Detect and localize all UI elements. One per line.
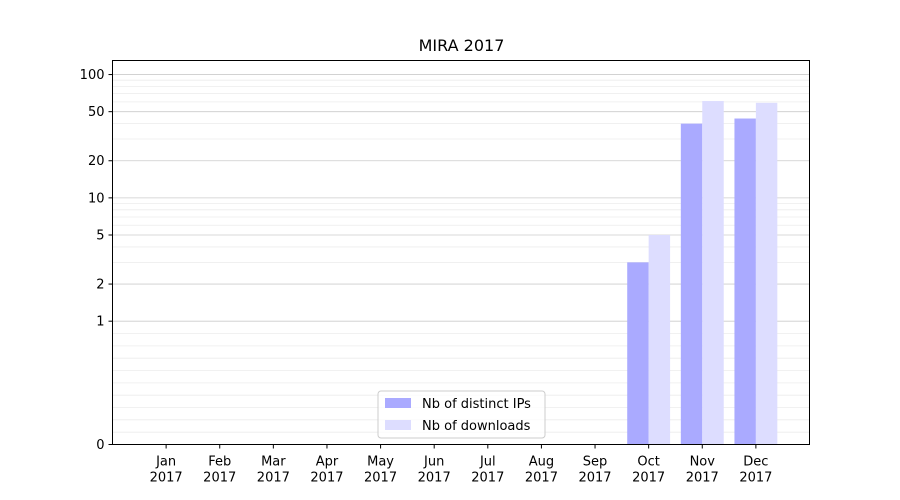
plot-frame: [112, 60, 810, 445]
legend-label-downloads: Nb of downloads: [422, 419, 531, 434]
legend-box: [377, 390, 546, 439]
legend-swatch-downloads: [385, 420, 411, 430]
bar-downloads: [702, 101, 724, 445]
bar-distinct-ips: [680, 123, 703, 445]
bar-distinct-ips: [734, 118, 756, 445]
legend-swatch-distinct-ips: [385, 398, 411, 408]
x-tick-label-year: 2017: [632, 471, 665, 486]
chart-title: MIRA 2017: [419, 36, 505, 55]
x-tick-label-year: 2017: [310, 471, 343, 486]
x-tick-label-month: Oct: [637, 455, 659, 470]
y-tick-label: 20: [88, 154, 105, 169]
y-tick-label: 1: [96, 315, 104, 330]
y-tick-label: 50: [88, 105, 105, 120]
x-tick-label-month: Feb: [208, 455, 231, 470]
x-tick-label-month: Dec: [743, 455, 768, 470]
bar-distinct-ips: [627, 262, 649, 445]
y-tick-label: 2: [96, 278, 104, 293]
x-tick-label-year: 2017: [471, 471, 504, 486]
y-axis: 0 1 2 5 10 20 50 100: [80, 68, 113, 453]
x-tick-label-year: 2017: [686, 471, 719, 486]
bars: [627, 101, 778, 445]
x-tick-label-month: Sep: [583, 455, 608, 470]
y-tick-label: 100: [80, 68, 105, 83]
y-tick-label: 0: [96, 438, 104, 453]
legend-label-distinct-ips: Nb of distinct IPs: [422, 397, 531, 412]
legend: Nb of distinct IPs Nb of downloads: [377, 390, 546, 439]
x-tick-label-year: 2017: [739, 471, 772, 486]
bar-downloads: [755, 102, 778, 445]
x-tick-label-month: Nov: [690, 455, 716, 470]
x-tick-label-year: 2017: [203, 471, 236, 486]
x-tick-label-year: 2017: [525, 471, 558, 486]
x-tick-label-year: 2017: [364, 471, 397, 486]
y-tick-label: 5: [96, 228, 104, 243]
x-tick-label-month: Apr: [316, 455, 339, 470]
x-tick-label-year: 2017: [257, 471, 290, 486]
x-tick-label-year: 2017: [418, 471, 451, 486]
bar-downloads: [648, 234, 671, 445]
x-tick-label-month: Jan: [155, 455, 176, 470]
x-axis: Jan2017Feb2017Mar2017Apr2017May2017Jun20…: [150, 444, 772, 486]
x-tick-label-month: Jul: [479, 455, 496, 470]
x-tick-label-year: 2017: [578, 471, 611, 486]
x-tick-label-month: Jun: [423, 455, 444, 470]
x-tick-label-month: May: [367, 455, 394, 470]
x-tick-label-month: Aug: [529, 455, 554, 470]
x-tick-label-year: 2017: [150, 471, 183, 486]
x-tick-label-month: Mar: [261, 455, 286, 470]
y-tick-label: 10: [88, 191, 105, 206]
